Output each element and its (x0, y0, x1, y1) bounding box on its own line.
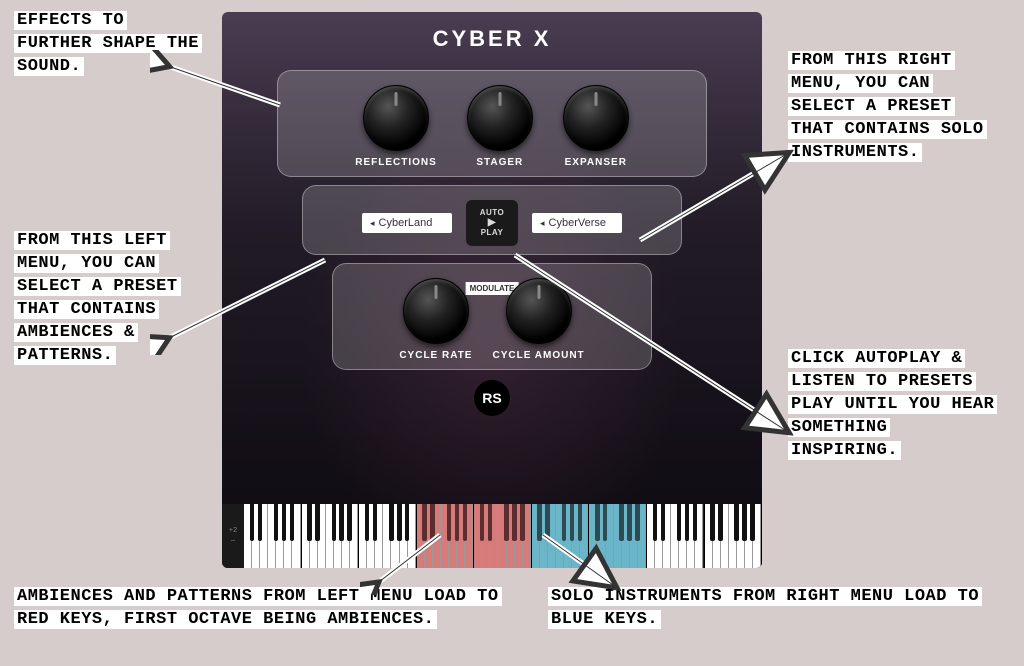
keyboard-transpose[interactable]: +2 — (222, 504, 244, 568)
stager-label: STAGER (467, 157, 533, 168)
cycle-rate-knob[interactable] (403, 278, 469, 344)
brand-logo: RS (474, 380, 510, 416)
anno-autoplay: Click autoplay & listen to presets play … (788, 348, 998, 463)
anno-blue-keys: Solo instruments from right menu load to… (548, 586, 1008, 632)
presets-panel: CyberLand AUTO ▶ PLAY CyberVerse (302, 185, 682, 255)
right-preset-menu[interactable]: CyberVerse (532, 213, 622, 233)
keyboard-area: +2 — (222, 504, 762, 568)
autoplay-button[interactable]: AUTO ▶ PLAY (466, 200, 518, 246)
cycle-panel: MODULATE CYCLE RATE CYCLE AMOUNT (332, 263, 652, 370)
knob-stager-group: STAGER (467, 85, 533, 168)
effects-panel: REFLECTIONS STAGER EXPANSER (277, 70, 707, 177)
anno-effects: Effects to further shape the sound. (14, 10, 204, 79)
expanser-knob[interactable] (563, 85, 629, 151)
play-icon: ▶ (488, 218, 496, 228)
left-preset-menu[interactable]: CyberLand (362, 213, 452, 233)
stager-knob[interactable] (467, 85, 533, 151)
cycle-rate-label: CYCLE RATE (399, 350, 472, 361)
plugin-title: CYBER X (222, 12, 762, 62)
piano-keys[interactable] (244, 504, 762, 568)
anno-red-keys: Ambiences and patterns from left menu lo… (14, 586, 504, 632)
cycle-amount-knob[interactable] (506, 278, 572, 344)
autoplay-bottom: PLAY (481, 228, 504, 238)
knob-reflections-group: REFLECTIONS (355, 85, 437, 168)
knob-expanser-group: EXPANSER (563, 85, 629, 168)
cycle-amount-label: CYCLE AMOUNT (492, 350, 584, 361)
reflections-label: REFLECTIONS (355, 157, 437, 168)
plugin-window: CYBER X REFLECTIONS STAGER EXPANSER Cybe… (222, 12, 762, 568)
anno-left-menu: From this left menu, you can select a pr… (14, 230, 204, 368)
anno-right-menu: From this right menu, you can select a p… (788, 50, 998, 165)
expanser-label: EXPANSER (563, 157, 629, 168)
knob-cycle-rate-group: CYCLE RATE (399, 278, 472, 361)
reflections-knob[interactable] (363, 85, 429, 151)
